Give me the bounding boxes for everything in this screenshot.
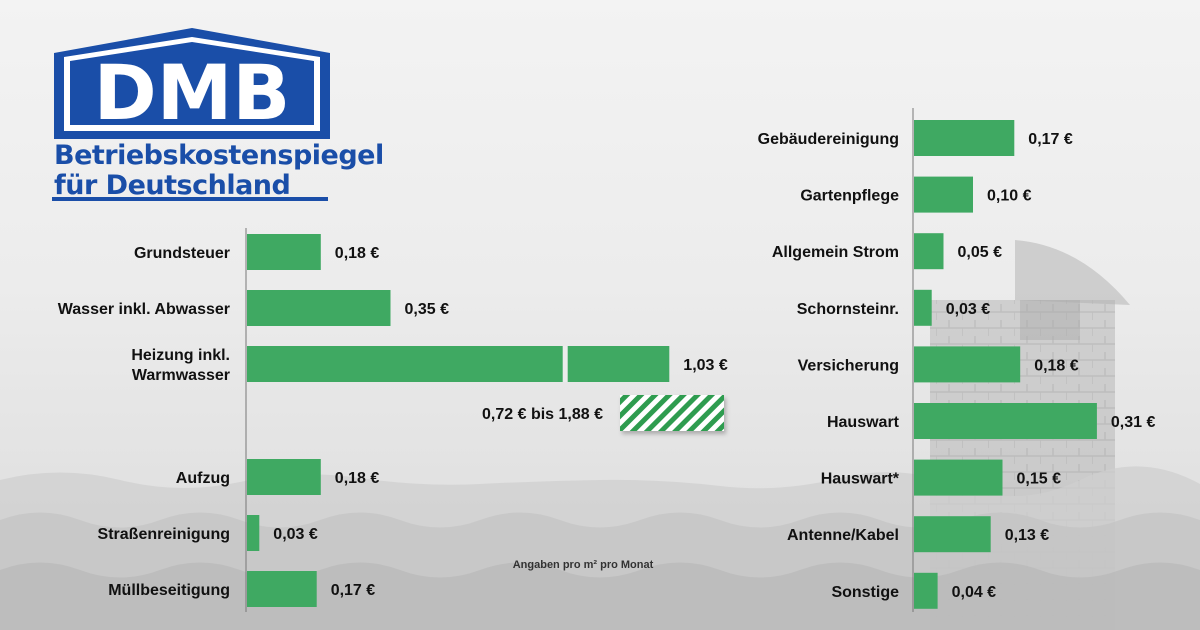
logo-house-mark: DMB [54, 28, 330, 139]
value-label: 0,18 € [1034, 357, 1079, 374]
logo-brand-text: DMB [94, 48, 291, 137]
category-label: Hauswart* [821, 471, 900, 488]
bar-6 [914, 459, 1003, 496]
unit-note: Angaben pro m² pro Monat [513, 559, 654, 571]
value-label: 0,03 € [273, 526, 318, 543]
bar-0 [914, 120, 1015, 156]
value-label: 0,31 € [1111, 414, 1156, 431]
value-label: 0,18 € [335, 245, 380, 262]
category-label: Aufzug [176, 470, 230, 487]
value-label: 0,15 € [1017, 471, 1062, 488]
logo-underline [52, 197, 328, 201]
range-hatched-bar [620, 395, 724, 431]
range-label: 0,72 € bis 1,88 € [482, 406, 603, 423]
value-label: 0,03 € [946, 301, 991, 318]
bar-4 [247, 515, 260, 551]
bar-5 [247, 571, 317, 607]
logo-line-1: Betriebskostenspiegel [54, 140, 384, 171]
category-label: Hauswart [827, 414, 900, 431]
logo-line-2: für Deutschland [54, 170, 291, 201]
category-label: Grundsteuer [134, 245, 230, 262]
dmb-logo: DMB Betriebskostenspiegel für Deutschlan… [52, 27, 384, 202]
value-label: 0,13 € [1005, 527, 1050, 544]
category-label: Wasser inkl. Abwasser [58, 301, 230, 318]
value-label: 1,03 € [683, 357, 728, 374]
category-label: Gebäudereinigung [758, 131, 899, 148]
bar-1 [914, 176, 973, 213]
bar-1 [247, 290, 391, 326]
left-cost-chart: Grundsteuer 0,18 € Wasser inkl. Abwasser 0,… [58, 228, 728, 612]
bar-2 [247, 346, 670, 382]
heizung-bar-divider [562, 346, 568, 382]
value-label: 0,05 € [958, 244, 1003, 261]
right-cost-chart: Gebäudereinigung 0,17 € Gartenpflege 0,10 €… [758, 108, 1156, 612]
category-label: Versicherung [798, 357, 899, 374]
bar-5 [914, 403, 1097, 439]
category-label: Antenne/Kabel [787, 527, 899, 544]
bar-7 [914, 516, 991, 553]
bar-2 [914, 233, 944, 270]
bar-0 [247, 234, 321, 270]
category-label: Sonstige [831, 584, 899, 601]
value-label: 0,18 € [335, 470, 380, 487]
value-label: 0,17 € [1028, 131, 1073, 148]
category-label: Allgemein Strom [772, 244, 899, 261]
category-label: Heizung inkl. Warmwasser [131, 347, 230, 384]
category-label: Müllbeseitigung [108, 582, 230, 599]
value-label: 0,17 € [331, 582, 376, 599]
bar-8 [914, 572, 938, 609]
bar-3 [914, 289, 932, 326]
value-label: 0,04 € [952, 584, 997, 601]
value-label: 0,10 € [987, 188, 1032, 205]
category-label: Gartenpflege [800, 188, 899, 205]
category-label: Schornsteinr. [797, 301, 899, 318]
category-label: Straßenreinigung [98, 526, 230, 543]
bar-4 [914, 346, 1021, 383]
bar-3 [247, 459, 321, 495]
value-label: 0,35 € [405, 301, 450, 318]
